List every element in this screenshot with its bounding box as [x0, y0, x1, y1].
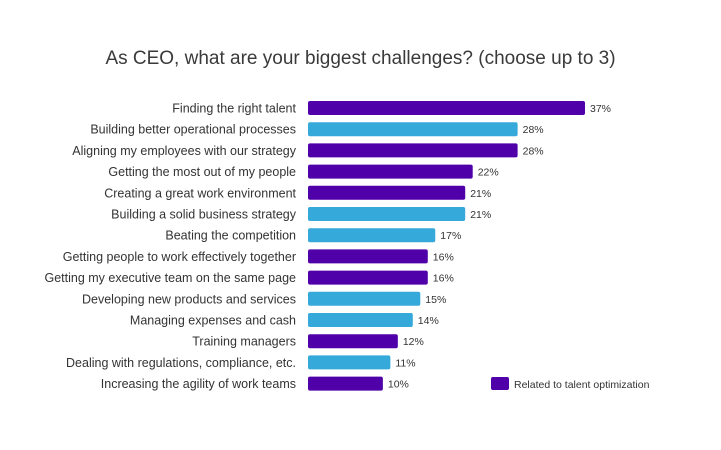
- bar: [308, 291, 421, 306]
- bar: [308, 334, 398, 349]
- category-label: Getting people to work effectively toget…: [63, 250, 296, 264]
- value-label: 15%: [425, 294, 446, 306]
- bar: [308, 185, 466, 200]
- category-label: Getting my executive team on the same pa…: [44, 271, 296, 285]
- value-label: 28%: [523, 145, 544, 157]
- bar: [308, 143, 518, 158]
- category-label: Creating a great work environment: [104, 186, 296, 200]
- bar: [308, 355, 391, 370]
- bar: [308, 376, 383, 391]
- value-label: 12%: [403, 336, 424, 348]
- bars-group: Finding the right talent 37% Building bett…: [44, 101, 611, 391]
- bar: [308, 228, 436, 243]
- category-label: Building better operational processes: [90, 123, 296, 137]
- category-label: Beating the competition: [165, 229, 296, 243]
- bar: [308, 249, 428, 264]
- category-label: Developing new products and services: [82, 292, 296, 306]
- bar: [308, 270, 428, 285]
- chart-title: As CEO, what are your biggest challenges…: [105, 48, 616, 69]
- bar: [308, 164, 473, 179]
- legend-label: Related to talent optimization: [514, 379, 650, 391]
- value-label: 16%: [433, 273, 454, 285]
- value-label: 14%: [418, 315, 439, 327]
- value-label: 16%: [433, 251, 454, 263]
- legend: Related to talent optimization: [491, 377, 650, 391]
- bar: [308, 122, 518, 137]
- value-label: 22%: [478, 167, 499, 179]
- category-label: Building a solid business strategy: [111, 208, 297, 222]
- value-label: 37%: [590, 103, 611, 115]
- value-label: 28%: [523, 124, 544, 136]
- category-label: Increasing the agility of work teams: [101, 377, 296, 391]
- category-label: Training managers: [192, 335, 296, 349]
- bar: [308, 101, 585, 115]
- value-label: 21%: [470, 188, 491, 200]
- value-label: 11%: [395, 357, 415, 369]
- category-label: Aligning my employees with our strategy: [72, 144, 296, 158]
- category-label: Dealing with regulations, compliance, et…: [66, 356, 296, 370]
- legend-swatch: [491, 377, 509, 390]
- value-label: 21%: [470, 209, 491, 221]
- bar: [308, 207, 466, 221]
- category-label: Finding the right talent: [172, 102, 296, 116]
- category-label: Managing expenses and cash: [130, 314, 296, 328]
- value-label: 17%: [440, 230, 461, 242]
- category-label: Getting the most out of my people: [108, 165, 296, 179]
- value-label: 10%: [388, 379, 409, 391]
- bar: [308, 313, 413, 327]
